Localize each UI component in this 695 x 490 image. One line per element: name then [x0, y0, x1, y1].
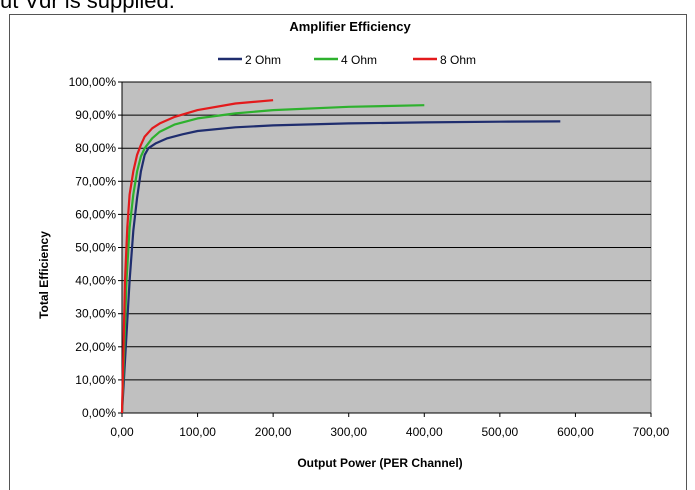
- x-tick-label: 500,00: [482, 425, 519, 439]
- y-tick-label: 100,00%: [69, 75, 117, 89]
- x-tick-label: 100,00: [179, 425, 216, 439]
- x-tick-label: 600,00: [557, 425, 594, 439]
- gridlines: [122, 81, 651, 381]
- legend-label-2-ohm: 2 Ohm: [245, 53, 281, 67]
- y-tick-label: 30,00%: [75, 307, 116, 321]
- x-tick-label: 0,00: [110, 425, 134, 439]
- y-axis-label: Total Efficiency: [37, 231, 51, 319]
- y-tick-label: 40,00%: [75, 274, 116, 288]
- series-line-8-ohm: [120, 99, 274, 414]
- page-top-text: ut Vdr is supplied.: [0, 0, 175, 13]
- y-tick-label: 90,00%: [75, 108, 116, 122]
- x-tick-label: 400,00: [406, 425, 443, 439]
- x-axis-label: Output Power (PER Channel): [297, 456, 462, 470]
- chart-title: Amplifier Efficiency: [289, 19, 411, 34]
- y-tick-label: 20,00%: [75, 340, 116, 354]
- legend-label-4-ohm: 4 Ohm: [341, 53, 377, 67]
- y-tick-label: 60,00%: [75, 207, 116, 221]
- y-tick-label: 0,00%: [82, 406, 116, 420]
- legend-label-8-ohm: 8 Ohm: [440, 53, 476, 67]
- y-tick-label: 50,00%: [75, 241, 116, 255]
- x-tick-label: 300,00: [330, 425, 367, 439]
- y-tick-label: 10,00%: [75, 373, 116, 387]
- x-axis: 0,00 100,00 200,00 300,00 400,00 500,00 600,00…: [110, 412, 670, 439]
- y-axis: 0,00% 10,00% 20,00% 30,00% 40,00% 50,00% 60,00…: [69, 75, 123, 420]
- series-layer: [120, 99, 561, 414]
- legend: 2 Ohm 4 Ohm 8 Ohm: [218, 53, 476, 67]
- series-line-4-ohm: [120, 104, 425, 414]
- x-tick-label: 700,00: [633, 425, 670, 439]
- x-tick-label: 200,00: [255, 425, 292, 439]
- y-tick-label: 70,00%: [75, 174, 116, 188]
- series-line-2-ohm: [120, 120, 561, 414]
- y-tick-label: 80,00%: [75, 141, 116, 155]
